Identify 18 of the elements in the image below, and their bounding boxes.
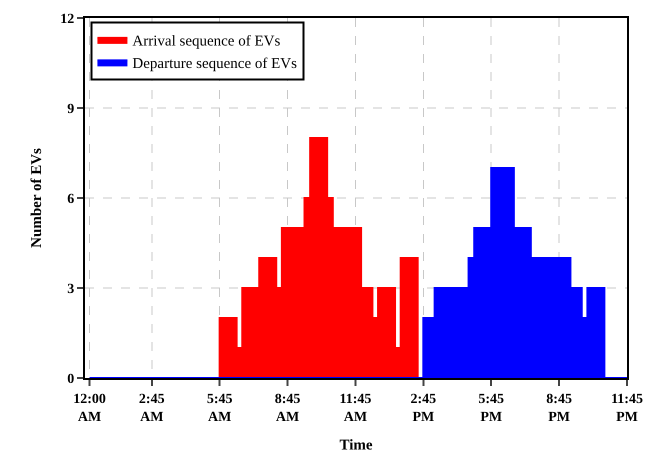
y-tick-label: 6 <box>67 192 74 207</box>
x-tick-label: 5:45 PM <box>478 392 504 425</box>
x-axis-title: Time <box>339 438 373 454</box>
x-tick-label: 11:45 PM <box>611 392 643 425</box>
x-tick-label: 12:00 AM <box>73 392 106 425</box>
y-tick-label: 3 <box>67 282 74 297</box>
x-tick-label: 8:45 AM <box>274 392 300 425</box>
y-tick-label: 12 <box>60 12 74 27</box>
y-tick-label: 0 <box>67 372 74 387</box>
y-axis-title: Number of EVs <box>28 148 45 248</box>
legend-label: Departure sequence of EVs <box>132 56 298 72</box>
x-tick-label: 2:45 AM <box>138 392 165 425</box>
x-tick-label: 11:45 AM <box>339 392 372 425</box>
x-tick-label: 2:45 PM <box>410 392 436 425</box>
x-tick-label: 8:45 PM <box>546 392 572 425</box>
legend-label: Arrival sequence of EVs <box>132 34 280 50</box>
x-tick-label: 5:45 AM <box>206 392 232 425</box>
y-tick-label: 9 <box>67 102 74 117</box>
